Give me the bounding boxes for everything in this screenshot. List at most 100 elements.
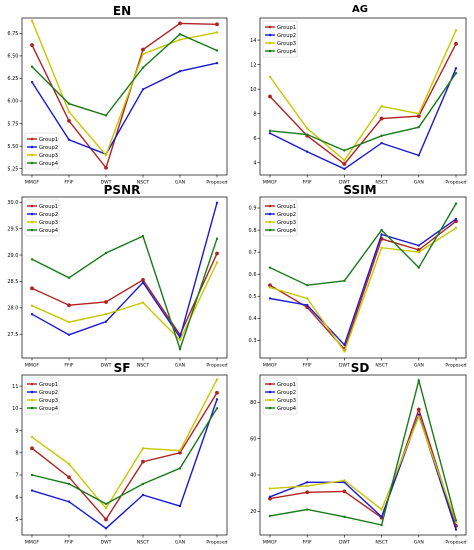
data-point-group3 (67, 110, 71, 114)
legend-marker (268, 25, 272, 29)
chart-title: PSNR (104, 183, 141, 197)
data-point-group4 (141, 482, 145, 486)
data-point-group3 (104, 153, 108, 157)
series-line-group2 (269, 218, 457, 347)
data-point-group3 (141, 447, 145, 450)
data-point-group2 (141, 493, 145, 497)
legend-marker (268, 33, 272, 37)
y-tick-label: 7 (15, 473, 18, 479)
series-line-group2 (31, 202, 218, 340)
series-line-group4 (269, 203, 457, 286)
y-tick-label: 5 (15, 517, 18, 523)
data-point-group3 (141, 301, 145, 304)
y-tick-label: 28.0 (7, 306, 18, 312)
legend-box (24, 199, 60, 237)
data-point-group2 (215, 61, 219, 65)
x-tick-label: DWT (339, 540, 350, 546)
legend-label: Group4 (39, 406, 59, 412)
y-tick-label: 5.75 (7, 121, 18, 127)
legend-label: Group1 (277, 204, 296, 210)
x-tick-label: NSCT (137, 363, 150, 369)
data-point-group4 (67, 482, 71, 486)
legend-marker (268, 212, 272, 216)
y-tick-label: 40 (250, 473, 256, 479)
x-tick-label: MMGF (25, 540, 39, 546)
series-line-group3 (31, 262, 218, 342)
y-tick-label: 4 (253, 160, 256, 166)
data-point-group4 (67, 276, 71, 279)
x-tick-label: DWT (339, 363, 350, 369)
data-point-group1 (178, 450, 182, 455)
data-point-group4 (141, 66, 145, 69)
data-point-group1 (215, 251, 219, 256)
data-point-group2 (343, 343, 346, 346)
data-point-group1 (416, 114, 421, 119)
y-tick-label: 0.6 (249, 272, 257, 278)
y-tick-label: 60 (250, 436, 256, 442)
data-point-group1 (215, 390, 219, 395)
legend-box (24, 377, 60, 415)
data-point-group3 (215, 378, 219, 381)
x-tick-label: NSCT (137, 540, 150, 546)
data-point-group1 (178, 21, 182, 26)
x-tick-label: FFIF (303, 363, 313, 369)
legend-label: Group2 (277, 390, 296, 396)
data-point-group3 (141, 52, 145, 56)
data-point-group2 (30, 312, 34, 316)
x-tick-label: Proposed (445, 363, 466, 369)
y-tick-label: 29.0 (7, 253, 18, 259)
x-tick-label: NSCT (375, 180, 388, 186)
legend-label: Group3 (39, 220, 58, 226)
data-point-group2 (141, 88, 145, 91)
x-tick-label: Proposed (206, 180, 227, 186)
x-tick-label: GAN (175, 540, 185, 546)
data-point-group4 (30, 473, 34, 477)
series-line-group1 (269, 407, 457, 527)
data-point-group2 (178, 504, 182, 508)
y-tick-label: 9 (15, 428, 18, 434)
series-line-group4 (269, 377, 457, 526)
legend-marker (30, 212, 34, 216)
series-line-group3 (269, 227, 457, 353)
plot-frame (259, 374, 467, 536)
data-point-group3 (454, 226, 458, 230)
legend: Group1 Group2 Group3 Group4 (262, 199, 298, 237)
data-point-group2 (417, 244, 420, 247)
y-tick-label: 0.3 (249, 338, 257, 344)
data-point-group3 (67, 462, 71, 466)
data-point-group4 (178, 467, 182, 470)
legend: Group1 Group2 Group3 Group4 (262, 20, 298, 58)
data-point-group2 (306, 481, 309, 484)
data-point-group2 (306, 150, 309, 153)
x-tick-label: DWT (101, 180, 112, 186)
data-point-group2 (178, 70, 182, 73)
chart-title: SSIM (343, 183, 376, 197)
legend-label: Group4 (39, 161, 59, 167)
y-tick-label: 0.5 (249, 294, 257, 300)
series-line-group1 (31, 253, 218, 337)
series-line-group4 (31, 407, 218, 505)
legend-label: Group3 (39, 153, 58, 159)
legend-marker (30, 145, 34, 149)
data-point-group1 (104, 517, 108, 522)
x-tick-label: GAN (414, 363, 424, 369)
x-tick-label: GAN (175, 363, 185, 369)
series-line-group1 (269, 220, 457, 351)
x-tick-label: MMGF (263, 540, 277, 546)
data-point-group1 (30, 286, 34, 291)
x-tick-label: Proposed (206, 363, 227, 369)
chart-panel-en: EN 5.25 5.50 5.75 6.00 6.25 6.50 6.75 MMGF FFIF DW… (7, 4, 227, 186)
data-point-group3 (306, 484, 309, 488)
x-tick-label: Proposed (445, 540, 466, 546)
data-point-group2 (268, 495, 272, 499)
x-tick-label: DWT (101, 540, 112, 546)
data-point-group4 (343, 279, 346, 283)
legend-label: Group4 (277, 406, 297, 412)
y-tick-label: 10 (12, 406, 18, 412)
y-tick-label: 20 (250, 509, 256, 515)
legend-marker (30, 204, 34, 208)
plot-frame (21, 196, 228, 359)
x-tick-label: Proposed (445, 180, 466, 186)
data-point-group1 (30, 43, 34, 47)
data-point-group2 (30, 489, 34, 492)
